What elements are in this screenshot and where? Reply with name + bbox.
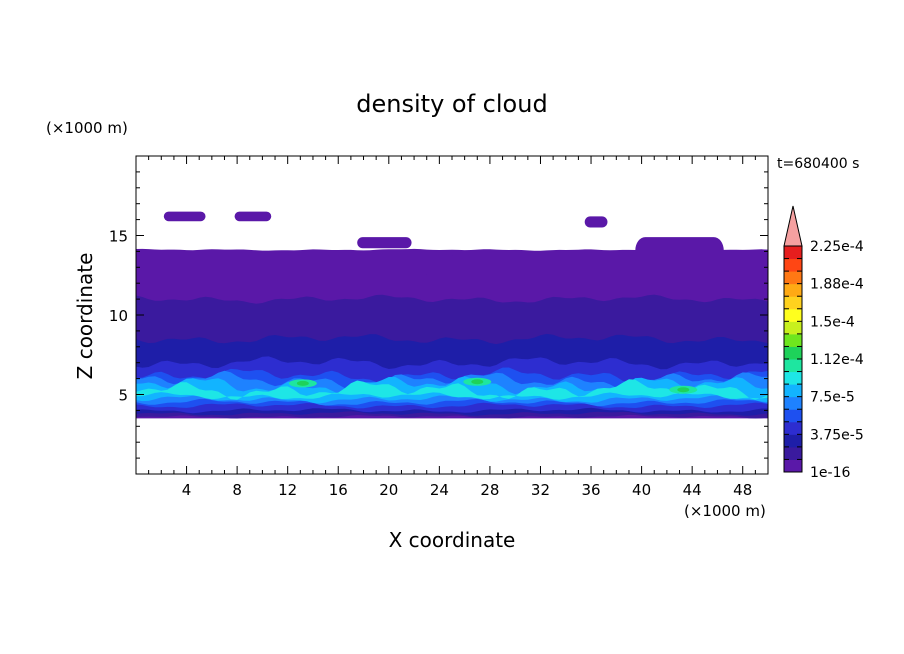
- x-tick-label: 48: [733, 481, 752, 499]
- x-tick-label: 32: [531, 481, 550, 499]
- colorbar-label: 1.5e-4: [810, 314, 855, 330]
- colorbar: 1e-16 3.75e-5 7.5e-5 1.12e-4 1.5e-4 1.88e-4 2.…: [783, 205, 864, 481]
- colorbar-swatch: [784, 246, 802, 260]
- colorbar-swatch: [784, 271, 802, 285]
- colorbar-label: 1e-16: [810, 465, 850, 481]
- x-axis: 4 8 12 16 20 24 28 32 36 40 44 48: [148, 156, 756, 499]
- y-axis: 5 10 15: [109, 171, 768, 459]
- y-unit-label: (×1000 m): [46, 119, 128, 137]
- colorbar-swatch: [784, 409, 802, 423]
- colorbar-label: 1.88e-4: [810, 277, 864, 293]
- x-tick-label: 16: [329, 481, 348, 499]
- contour-field: [136, 211, 768, 419]
- contour-band: [136, 379, 768, 400]
- density-peak-core: [296, 380, 309, 386]
- x-tick-label: 44: [683, 481, 702, 499]
- x-tick-label: 24: [430, 481, 449, 499]
- y-axis-label: Z coordinate: [73, 253, 97, 380]
- colorbar-swatch: [784, 371, 802, 385]
- colorbar-swatch: [784, 396, 802, 410]
- colorbar-swatch: [784, 446, 802, 460]
- chart-title: density of cloud: [356, 90, 547, 118]
- x-tick-label: 36: [581, 481, 600, 499]
- density-peak-core: [677, 387, 690, 393]
- cloud-patch: [584, 216, 608, 228]
- cloud-patch: [635, 237, 724, 265]
- colorbar-label: 7.5e-5: [810, 390, 855, 406]
- colorbar-swatch: [784, 333, 802, 347]
- time-label: t=680400 s: [777, 156, 859, 172]
- y-tick-label: 10: [109, 307, 128, 325]
- x-tick-label: 8: [232, 481, 242, 499]
- colorbar-swatch: [784, 421, 802, 435]
- colorbar-label: 3.75e-5: [810, 427, 864, 443]
- colorbar-swatch: [784, 283, 802, 297]
- colorbar-swatch: [784, 346, 802, 360]
- x-tick-label: 20: [379, 481, 398, 499]
- colorbar-swatch: [784, 321, 802, 335]
- cloud-patch: [357, 237, 412, 249]
- colorbar-swatch: [784, 459, 802, 473]
- x-tick-label: 12: [278, 481, 297, 499]
- colorbar-swatch: [784, 308, 802, 322]
- y-tick-label: 5: [118, 387, 128, 405]
- x-tick-label: 4: [182, 481, 192, 499]
- cloud-patch: [420, 254, 459, 276]
- x-tick-label: 28: [480, 481, 499, 499]
- colorbar-swatch: [784, 359, 802, 373]
- colorbar-swatch: [784, 296, 802, 310]
- colorbar-swatch: [784, 258, 802, 272]
- density-peak-core: [471, 379, 484, 385]
- colorbar-swatch: [784, 434, 802, 448]
- colorbar-overflow-arrow: [783, 205, 803, 247]
- y-tick-label: 15: [109, 228, 128, 246]
- cloud-patch: [163, 211, 206, 222]
- x-unit-label: (×1000 m): [684, 502, 766, 520]
- colorbar-label: 1.12e-4: [810, 352, 864, 368]
- x-tick-label: 40: [632, 481, 651, 499]
- cloud-patch: [234, 211, 272, 222]
- colorbar-swatch: [784, 384, 802, 398]
- x-axis-label: X coordinate: [389, 528, 516, 552]
- colorbar-label: 2.25e-4: [810, 239, 864, 255]
